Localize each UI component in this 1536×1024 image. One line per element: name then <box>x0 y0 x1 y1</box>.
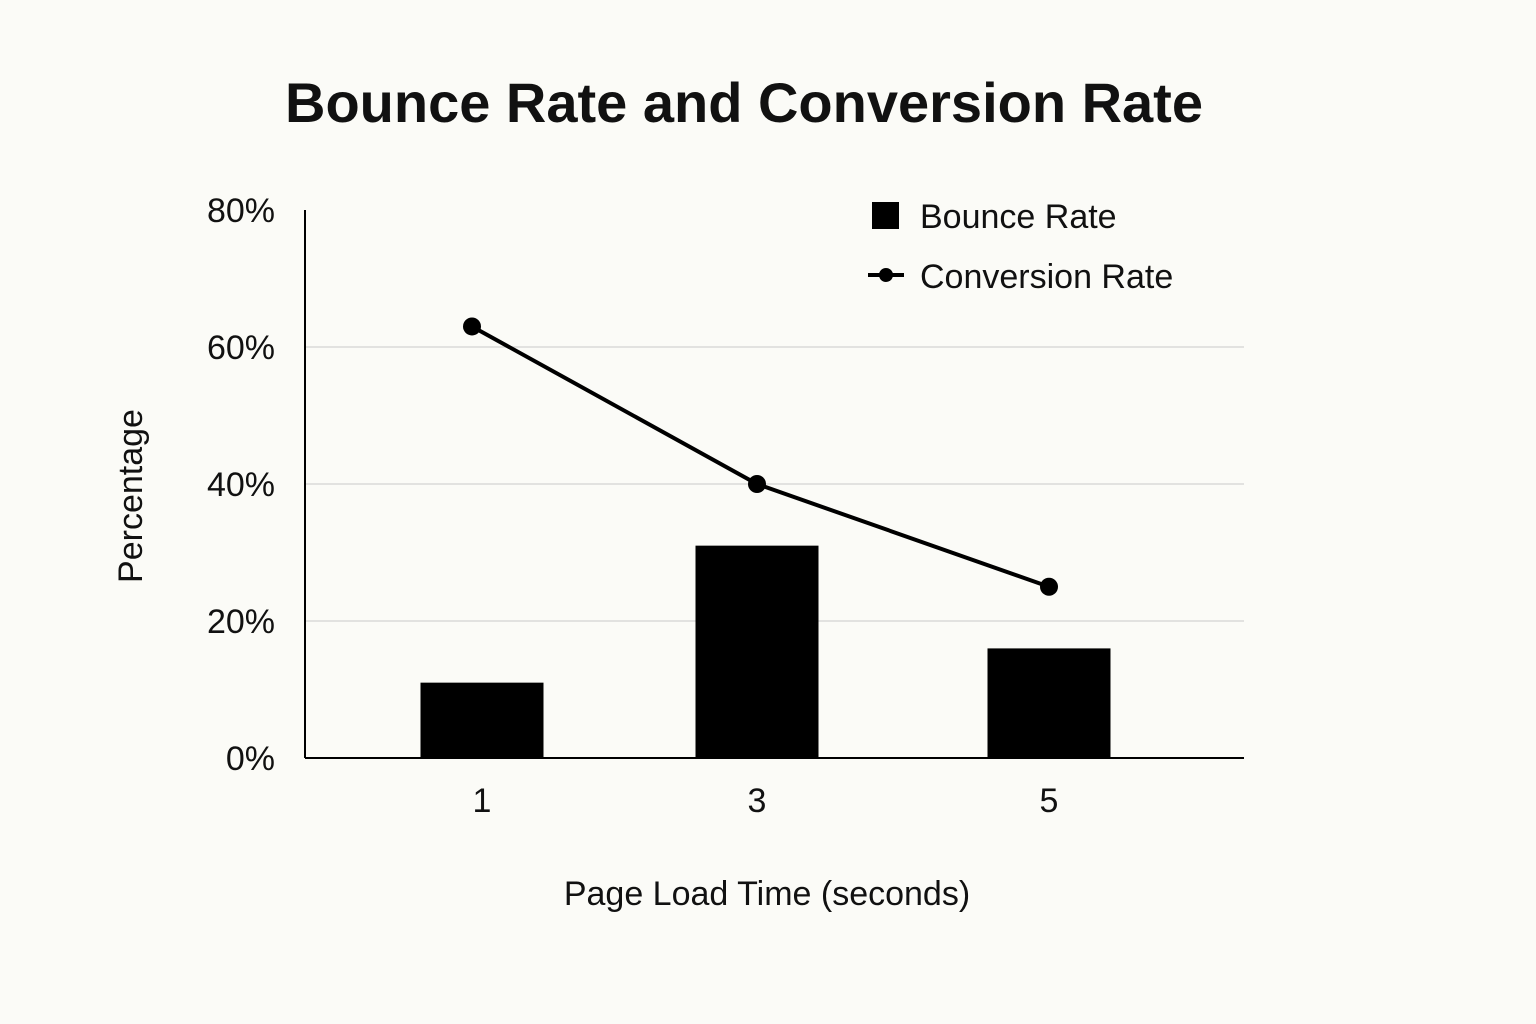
bounce-bar <box>420 682 544 758</box>
y-tick-label: 20% <box>207 603 275 641</box>
bounce-bar <box>695 545 819 758</box>
bounce-bar <box>987 648 1111 758</box>
x-tick-label: 1 <box>473 782 492 820</box>
legend: Bounce Rate Conversion Rate <box>868 198 1173 296</box>
y-tick-label: 60% <box>207 329 275 367</box>
x-tick-labels: 1 3 5 <box>473 782 1059 820</box>
y-axis-label: Percentage <box>112 409 150 583</box>
x-tick-label: 3 <box>748 782 767 820</box>
y-tick-label: 0% <box>226 740 275 778</box>
legend-bar-swatch <box>872 202 899 229</box>
y-tick-label: 80% <box>207 192 275 230</box>
chart-title: Bounce Rate and Conversion Rate <box>285 71 1203 134</box>
bounce-bars <box>420 545 1111 758</box>
conversion-point <box>463 317 481 336</box>
conversion-point <box>1040 577 1058 596</box>
y-tick-labels: 0% 20% 40% 60% 80% <box>207 192 275 778</box>
legend-line-marker <box>879 268 893 282</box>
legend-bounce-label: Bounce Rate <box>920 198 1117 236</box>
conversion-line-group <box>463 317 1058 596</box>
conversion-point <box>748 475 766 493</box>
legend-conversion-label: Conversion Rate <box>920 258 1173 296</box>
x-tick-label: 5 <box>1040 782 1059 820</box>
y-tick-label: 40% <box>207 466 275 504</box>
x-axis-label: Page Load Time (seconds) <box>564 875 970 913</box>
